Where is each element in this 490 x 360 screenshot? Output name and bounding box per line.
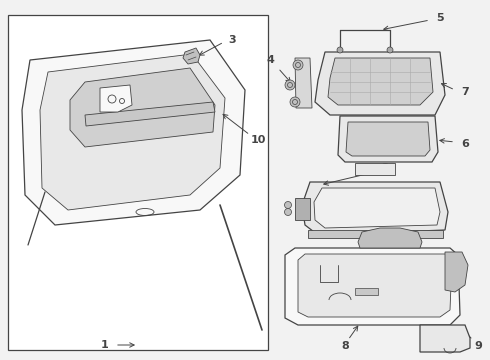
Polygon shape <box>183 48 200 64</box>
Polygon shape <box>40 54 225 210</box>
Polygon shape <box>346 122 430 156</box>
Polygon shape <box>302 182 448 235</box>
Circle shape <box>285 80 295 90</box>
Polygon shape <box>8 15 268 350</box>
Text: 5: 5 <box>436 13 444 23</box>
Polygon shape <box>100 85 132 112</box>
Text: 1: 1 <box>101 340 109 350</box>
Polygon shape <box>355 288 378 295</box>
Polygon shape <box>295 58 312 108</box>
Polygon shape <box>315 52 445 115</box>
Polygon shape <box>308 230 443 238</box>
Polygon shape <box>420 325 470 352</box>
Polygon shape <box>445 252 468 292</box>
Polygon shape <box>338 116 438 162</box>
Polygon shape <box>285 248 460 325</box>
Circle shape <box>337 47 343 53</box>
Text: 4: 4 <box>266 55 274 65</box>
Text: 9: 9 <box>474 341 482 351</box>
Polygon shape <box>355 163 395 175</box>
Polygon shape <box>314 188 440 228</box>
Text: 6: 6 <box>461 139 469 149</box>
Circle shape <box>285 208 292 216</box>
Polygon shape <box>22 40 245 225</box>
Polygon shape <box>85 102 215 126</box>
Polygon shape <box>298 254 452 317</box>
Text: 7: 7 <box>461 87 469 97</box>
Text: 2: 2 <box>381 163 389 173</box>
Circle shape <box>290 97 300 107</box>
Polygon shape <box>70 68 215 147</box>
Text: 8: 8 <box>341 341 349 351</box>
Polygon shape <box>328 58 433 105</box>
Text: 10: 10 <box>250 135 266 145</box>
Text: 3: 3 <box>228 35 236 45</box>
Polygon shape <box>358 228 422 248</box>
Polygon shape <box>295 198 310 220</box>
Circle shape <box>285 202 292 208</box>
Circle shape <box>387 47 393 53</box>
Circle shape <box>293 60 303 70</box>
